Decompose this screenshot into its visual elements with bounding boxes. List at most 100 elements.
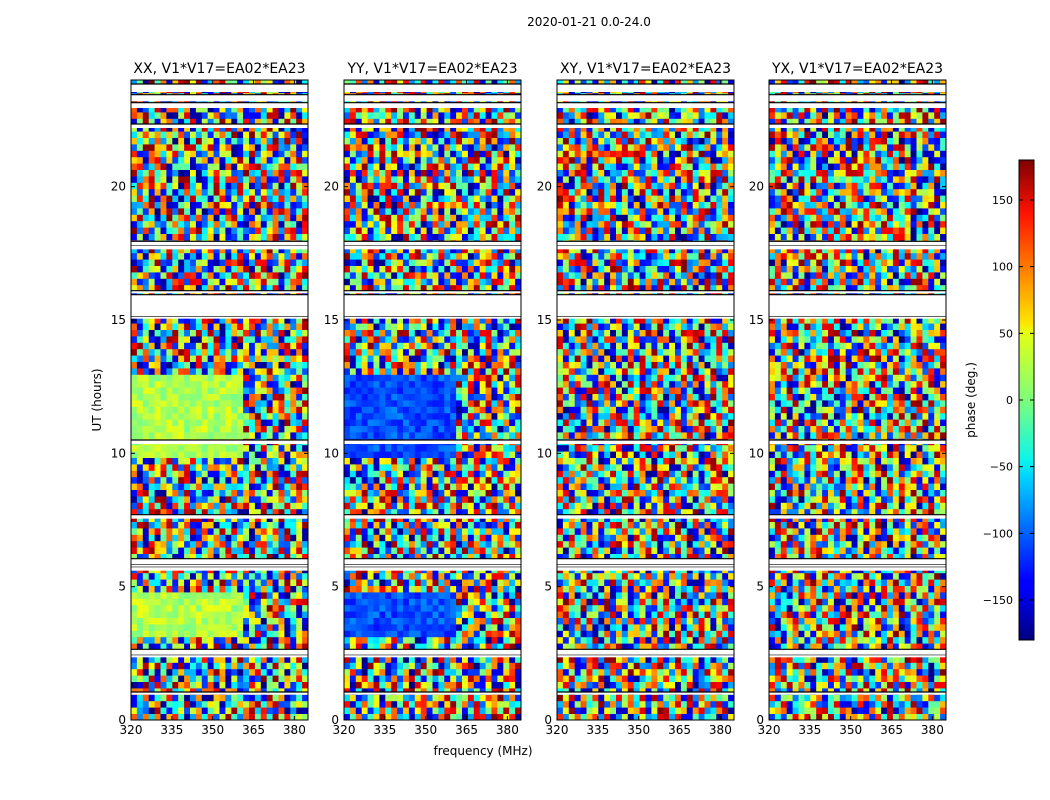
heatmap-cell (278, 150, 285, 158)
heatmap-cell (243, 636, 250, 644)
heatmap-cell (219, 553, 226, 561)
heatmap-cell (219, 252, 226, 260)
heatmap-cell (160, 144, 167, 151)
heatmap-cell (260, 195, 268, 202)
heatmap-cell (444, 694, 451, 702)
heatmap-cell (349, 476, 357, 484)
heatmap-cell (302, 265, 309, 273)
heatmap-cell (355, 534, 363, 542)
heatmap-cell (296, 278, 303, 286)
heatmap-cell (225, 336, 232, 343)
heatmap-cell (420, 598, 427, 606)
heatmap-cell (231, 118, 238, 126)
heatmap-cell (231, 624, 238, 631)
heatmap-cell (195, 425, 203, 433)
heatmap-cell (184, 169, 191, 177)
heatmap-cell (213, 611, 220, 618)
heatmap-cell (213, 118, 220, 126)
heatmap-cell (243, 163, 250, 170)
heatmap-cell (219, 201, 226, 209)
heatmap-cell (142, 233, 150, 241)
heatmap-cell (485, 400, 492, 407)
heatmap-cell (272, 393, 279, 401)
heatmap-cell (172, 374, 179, 382)
heatmap-cell (456, 502, 463, 510)
heatmap-cell (515, 656, 522, 663)
heatmap-cell (450, 572, 457, 580)
heatmap-cell (349, 368, 357, 375)
heatmap-cell (172, 713, 179, 721)
heatmap-cell (213, 662, 220, 670)
heatmap-cell (284, 329, 291, 337)
heatmap-cell (509, 387, 516, 394)
heatmap-cell (266, 617, 273, 625)
heatmap-cell (166, 656, 173, 663)
heatmap-cell (266, 713, 273, 721)
heatmap-cell (272, 457, 279, 465)
heatmap-cell (266, 380, 273, 388)
heatmap-cell (148, 118, 155, 126)
heatmap-cell (432, 464, 439, 471)
heatmap-cell (178, 387, 185, 394)
heatmap-cell (503, 342, 510, 350)
heatmap-cell (485, 406, 492, 414)
heatmap-cell (254, 144, 262, 151)
heatmap-cell (391, 668, 398, 676)
heatmap-cell (249, 451, 256, 458)
heatmap-cell (172, 137, 179, 145)
heatmap-cell (408, 630, 416, 638)
heatmap-cell (403, 406, 410, 414)
heatmap-cell (290, 662, 297, 670)
heatmap-cell (184, 105, 191, 113)
heatmap-cell (225, 368, 232, 375)
heatmap-cell (414, 323, 422, 330)
heatmap-cell (154, 662, 161, 670)
heatmap-cell (438, 342, 445, 350)
heatmap-cell (397, 412, 404, 420)
heatmap-cell (231, 182, 238, 190)
heatmap-cell (408, 419, 416, 426)
heatmap-cell (344, 617, 351, 625)
heatmap-cell (243, 105, 250, 113)
heatmap-cell (290, 457, 297, 465)
heatmap-cell (302, 675, 309, 682)
heatmap-cell (148, 105, 155, 113)
heatmap-cell (243, 233, 250, 241)
heatmap-cell (391, 681, 398, 689)
heatmap-cell (254, 662, 262, 670)
heatmap-cell (166, 464, 173, 471)
heatmap-cell (225, 707, 232, 714)
heatmap-cell (190, 496, 197, 503)
heatmap-cell (385, 617, 392, 625)
heatmap-cell (184, 579, 191, 586)
heatmap-cell (479, 694, 486, 702)
heatmap-cell (355, 393, 363, 401)
heatmap-cell (166, 553, 173, 561)
heatmap-cell (284, 624, 291, 631)
heatmap-cell (178, 464, 185, 471)
heatmap-cell (456, 528, 463, 535)
heatmap-cell (131, 374, 138, 382)
heatmap-cell (249, 432, 256, 439)
heatmap-cell (201, 662, 209, 670)
heatmap-cell (284, 489, 291, 497)
heatmap-cell (190, 656, 197, 663)
heatmap-cell (420, 611, 427, 618)
heatmap-cell (148, 144, 155, 151)
heatmap-cell (403, 316, 410, 324)
heatmap-cell (184, 118, 191, 126)
heatmap-cell (450, 534, 457, 542)
heatmap-cell (243, 496, 250, 503)
heatmap-cell (432, 553, 439, 561)
heatmap-cell (432, 419, 439, 426)
heatmap-cell (231, 713, 238, 721)
heatmap-cell (266, 387, 273, 394)
heatmap-cell (432, 387, 439, 394)
heatmap-cell (184, 412, 191, 420)
heatmap-cell (131, 156, 138, 164)
heatmap-cell (462, 668, 469, 676)
heatmap-cell (131, 585, 138, 593)
heatmap-cell (201, 227, 209, 234)
heatmap-cell (136, 246, 144, 254)
heatmap-cell (491, 656, 498, 663)
